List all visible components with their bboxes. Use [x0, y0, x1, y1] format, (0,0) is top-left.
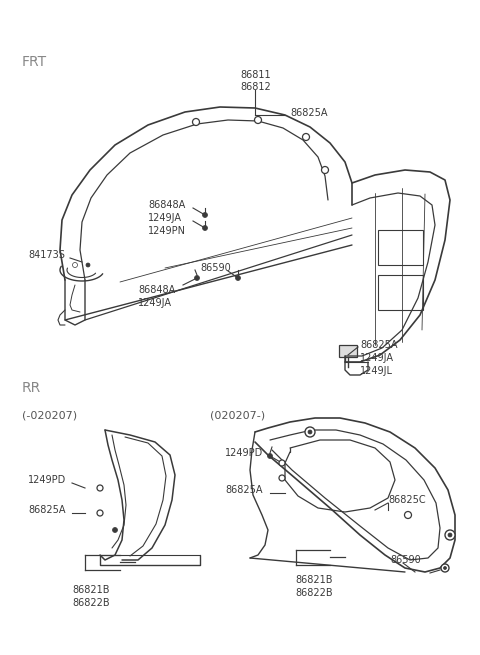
Text: RR: RR	[22, 381, 41, 395]
Text: 1249PD: 1249PD	[28, 475, 66, 485]
Circle shape	[444, 567, 446, 569]
Text: 86848A: 86848A	[148, 200, 185, 210]
Circle shape	[445, 530, 455, 540]
Text: 1249JL: 1249JL	[360, 366, 393, 376]
Text: 1249JA: 1249JA	[138, 298, 172, 308]
Circle shape	[203, 225, 207, 231]
Circle shape	[302, 134, 310, 141]
Text: 86811: 86811	[240, 70, 271, 80]
Circle shape	[279, 460, 285, 466]
Text: 86822B: 86822B	[72, 598, 109, 608]
Text: 86825A: 86825A	[290, 108, 327, 118]
Circle shape	[203, 212, 207, 217]
Circle shape	[194, 276, 200, 280]
Text: 86822B: 86822B	[295, 588, 333, 598]
Text: 86812: 86812	[240, 82, 271, 92]
Circle shape	[448, 533, 452, 537]
Text: (020207-): (020207-)	[210, 410, 265, 420]
Circle shape	[86, 263, 90, 267]
Text: 86825A: 86825A	[225, 485, 263, 495]
Text: (-020207): (-020207)	[22, 410, 77, 420]
Circle shape	[267, 453, 273, 458]
Text: 86825C: 86825C	[388, 495, 426, 505]
Text: FRT: FRT	[22, 55, 47, 69]
Text: 86825A: 86825A	[360, 340, 397, 350]
Circle shape	[305, 427, 315, 437]
Circle shape	[441, 564, 449, 572]
Circle shape	[97, 510, 103, 516]
Text: 84173S: 84173S	[28, 250, 65, 260]
Text: 86821B: 86821B	[72, 585, 109, 595]
Circle shape	[405, 512, 411, 519]
Bar	[339, 345, 357, 357]
Circle shape	[236, 276, 240, 280]
Text: 1249PD: 1249PD	[225, 448, 263, 458]
Circle shape	[308, 430, 312, 434]
Text: 86590: 86590	[390, 555, 421, 565]
Text: 1249PN: 1249PN	[148, 226, 186, 236]
Text: 1249JA: 1249JA	[148, 213, 182, 223]
Text: 86590: 86590	[200, 263, 231, 273]
Bar	[378, 275, 423, 310]
Circle shape	[192, 119, 200, 126]
Text: 86848A: 86848A	[138, 285, 175, 295]
Bar	[378, 230, 423, 265]
Circle shape	[279, 475, 285, 481]
Circle shape	[322, 166, 328, 174]
Text: 1249JA: 1249JA	[360, 353, 394, 363]
Text: 86821B: 86821B	[295, 575, 333, 585]
Circle shape	[112, 527, 118, 533]
Text: 86825A: 86825A	[28, 505, 65, 515]
Circle shape	[72, 263, 77, 267]
Circle shape	[254, 117, 262, 124]
Circle shape	[97, 485, 103, 491]
